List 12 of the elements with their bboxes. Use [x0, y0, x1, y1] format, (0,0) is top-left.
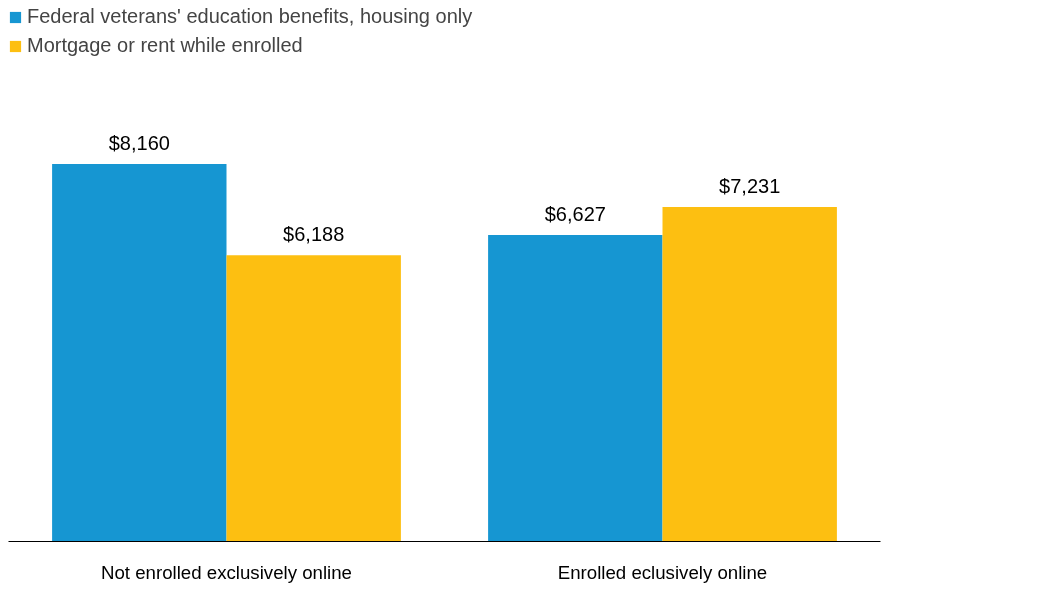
bar — [226, 255, 401, 542]
x-tick-label: Enrolled eclusively online — [557, 561, 768, 583]
legend-label: Mortgage or rent while enrolled — [27, 34, 303, 57]
data-label: $7,231 — [719, 175, 781, 198]
data-label: $6,188 — [283, 223, 345, 246]
legend-label: Federal veterans' education benefits, housing only — [27, 5, 473, 28]
bar — [52, 164, 227, 542]
bar — [662, 207, 837, 542]
x-tick-label: Not enrolled exclusively online — [101, 561, 352, 583]
data-label: $6,627 — [544, 202, 606, 225]
data-label: $8,160 — [108, 132, 170, 155]
bar — [488, 234, 663, 542]
